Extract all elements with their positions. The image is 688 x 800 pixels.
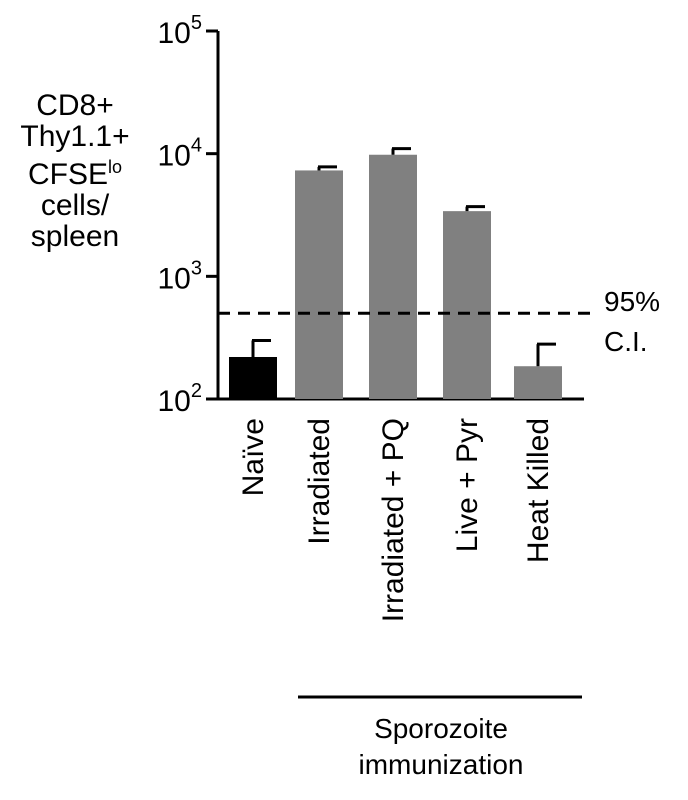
bar xyxy=(369,154,417,399)
bar xyxy=(229,356,277,399)
y-label-line-2: Thy1.1+ xyxy=(20,120,130,153)
group-label-line-1: Sporozoite xyxy=(374,713,508,744)
category-label: Live + Pyr xyxy=(451,418,484,552)
bar xyxy=(514,366,562,399)
y-tick-label: 104 xyxy=(158,135,203,173)
y-label-superscript: lo xyxy=(108,157,123,177)
category-label: Naïve xyxy=(237,418,270,496)
y-label-cfse: CFSE xyxy=(27,158,108,191)
y-tick-label: 102 xyxy=(158,380,203,418)
bar xyxy=(295,170,343,399)
y-tick-label: 103 xyxy=(158,257,203,295)
y-label-line-4: cells/ xyxy=(40,189,110,222)
group-label: Sporozoite immunization xyxy=(300,711,582,783)
y-axis-label: CD8+ Thy1.1+ CFSElo cells/ spleen xyxy=(0,90,150,252)
ci-label: 95% C.I. xyxy=(604,282,660,362)
y-tick-label: 105 xyxy=(158,12,203,50)
y-label-line-5: spleen xyxy=(30,220,120,253)
ci-label-line-2: C.I. xyxy=(604,326,648,357)
y-label-line-3: CFSElo xyxy=(0,152,150,190)
bar xyxy=(443,211,491,399)
y-label-line-1: CD8+ xyxy=(36,89,114,122)
category-label: Irradiated + PQ xyxy=(377,418,410,622)
category-label: Heat Killed xyxy=(522,418,555,563)
ci-label-line-1: 95% xyxy=(604,286,661,317)
category-label: Irradiated xyxy=(303,418,336,545)
group-label-line-2: immunization xyxy=(358,749,524,780)
